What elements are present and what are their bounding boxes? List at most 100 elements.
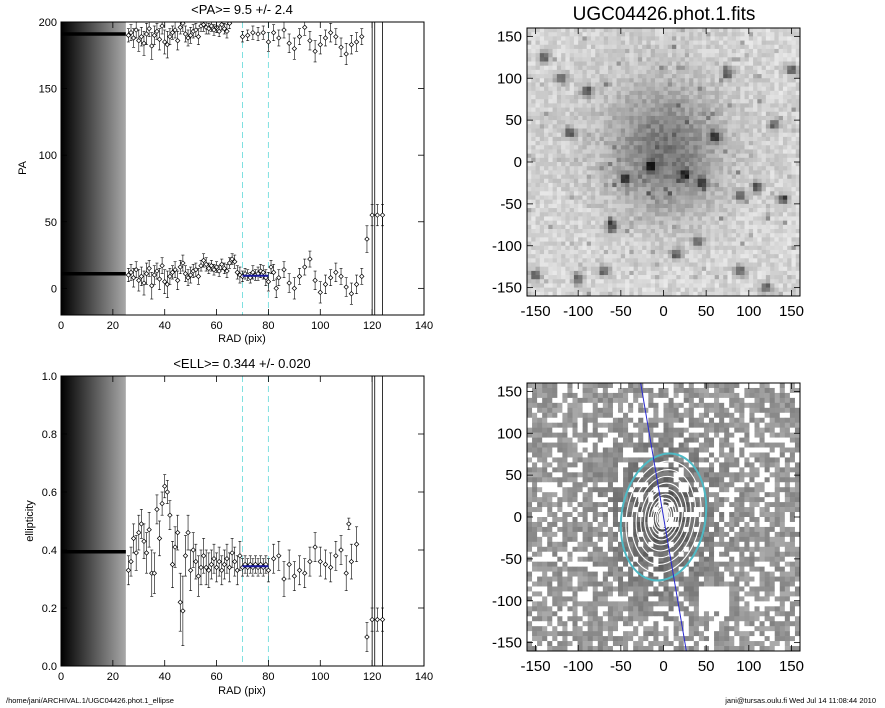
image-pixel bbox=[718, 69, 724, 75]
image-pixel bbox=[599, 270, 605, 276]
image-pixel bbox=[714, 153, 720, 159]
image-pixel bbox=[663, 120, 669, 125]
image-pixel bbox=[731, 111, 737, 117]
image-pixel bbox=[791, 149, 797, 154]
image-pixel bbox=[706, 229, 711, 234]
image-pixel bbox=[527, 149, 532, 154]
image-pixel bbox=[782, 279, 788, 284]
image-pixel bbox=[616, 69, 622, 75]
image-pixel bbox=[573, 65, 579, 71]
image-pixel bbox=[791, 174, 797, 180]
image-pixel bbox=[761, 245, 767, 251]
image-pixel bbox=[774, 53, 779, 58]
image-pixel bbox=[744, 111, 750, 117]
image-pixel bbox=[595, 82, 600, 87]
image-pixel bbox=[608, 48, 613, 54]
image-pixel bbox=[646, 86, 652, 92]
image-pixel bbox=[548, 241, 553, 247]
image-pixel bbox=[544, 266, 549, 272]
image-pixel bbox=[778, 208, 784, 213]
image-pixel bbox=[770, 44, 775, 50]
image-pixel bbox=[680, 187, 686, 192]
image-pixel bbox=[548, 216, 553, 221]
image-pixel bbox=[718, 229, 724, 234]
image-pixel bbox=[663, 53, 669, 58]
image-pixel bbox=[659, 53, 664, 58]
image-pixel bbox=[731, 115, 737, 121]
image-pixel bbox=[582, 69, 588, 75]
image-pixel bbox=[569, 187, 575, 192]
image-pixel bbox=[565, 229, 570, 234]
image-pixel bbox=[770, 266, 775, 272]
image-pixel bbox=[706, 270, 711, 276]
image-pixel bbox=[761, 40, 767, 46]
ell-data-point bbox=[343, 570, 349, 576]
image-pixel bbox=[527, 258, 532, 263]
image-pixel bbox=[595, 266, 600, 272]
image-pixel bbox=[595, 270, 600, 276]
pa-data-point bbox=[270, 269, 277, 276]
image-pixel bbox=[612, 166, 617, 171]
image-pixel bbox=[612, 132, 617, 138]
image-pixel bbox=[718, 212, 724, 217]
image-pixel bbox=[552, 153, 558, 159]
image-pixel bbox=[663, 36, 669, 41]
image-pixel bbox=[544, 149, 549, 154]
pa-data-point bbox=[138, 33, 145, 40]
image-pixel bbox=[527, 74, 532, 79]
image-pixel bbox=[774, 229, 779, 234]
image-pixel bbox=[748, 145, 754, 150]
image-pixel bbox=[693, 153, 698, 159]
image-pixel bbox=[744, 187, 750, 192]
image-pixel bbox=[706, 141, 711, 146]
image-pixel bbox=[753, 258, 758, 263]
image-pixel bbox=[637, 237, 643, 242]
image-pixel bbox=[556, 132, 562, 138]
image-pixel bbox=[637, 191, 643, 196]
image-pixel bbox=[642, 107, 647, 113]
image-pixel bbox=[637, 28, 643, 33]
image-pixel bbox=[710, 233, 715, 238]
image-pixel bbox=[629, 32, 634, 37]
image-pixel bbox=[595, 111, 600, 117]
image-pixel bbox=[744, 216, 750, 221]
image-pixel bbox=[590, 99, 596, 104]
image-pixel bbox=[676, 170, 681, 175]
image-pixel bbox=[663, 124, 669, 129]
image-pixel bbox=[714, 216, 720, 221]
image-pixel bbox=[731, 170, 737, 175]
image-pixel bbox=[744, 149, 750, 154]
image-pixel bbox=[770, 57, 775, 62]
image-pixel bbox=[663, 191, 669, 196]
image-pixel bbox=[535, 212, 541, 217]
image-pixel bbox=[646, 237, 652, 242]
image-pixel bbox=[731, 258, 737, 263]
image-pixel bbox=[761, 229, 767, 234]
pa-x-tick-label: 140 bbox=[415, 320, 433, 332]
image-pixel bbox=[663, 245, 669, 251]
image-pixel bbox=[693, 178, 698, 184]
image-pixel bbox=[765, 103, 771, 108]
image-pixel bbox=[573, 95, 579, 100]
image-pixel bbox=[714, 270, 720, 276]
image-pixel bbox=[778, 149, 784, 154]
image-pixel bbox=[527, 182, 532, 188]
image-pixel bbox=[787, 241, 792, 247]
image-pixel bbox=[616, 48, 622, 54]
image-pixel bbox=[548, 287, 553, 293]
image-pixel bbox=[744, 178, 750, 184]
image-pixel bbox=[625, 203, 630, 209]
image-pixel bbox=[654, 220, 660, 226]
image-pixel bbox=[744, 191, 750, 196]
image-pixel bbox=[791, 95, 797, 100]
image-pixel bbox=[748, 166, 754, 171]
image-pixel bbox=[642, 44, 647, 50]
image-pixel bbox=[676, 82, 681, 87]
image-pixel bbox=[714, 145, 720, 150]
image-pixel bbox=[765, 279, 771, 284]
image-pixel bbox=[573, 48, 579, 54]
image-pixel bbox=[723, 65, 728, 71]
image-pixel bbox=[774, 245, 779, 251]
image-pixel bbox=[723, 203, 728, 209]
image-pixel bbox=[629, 249, 634, 255]
